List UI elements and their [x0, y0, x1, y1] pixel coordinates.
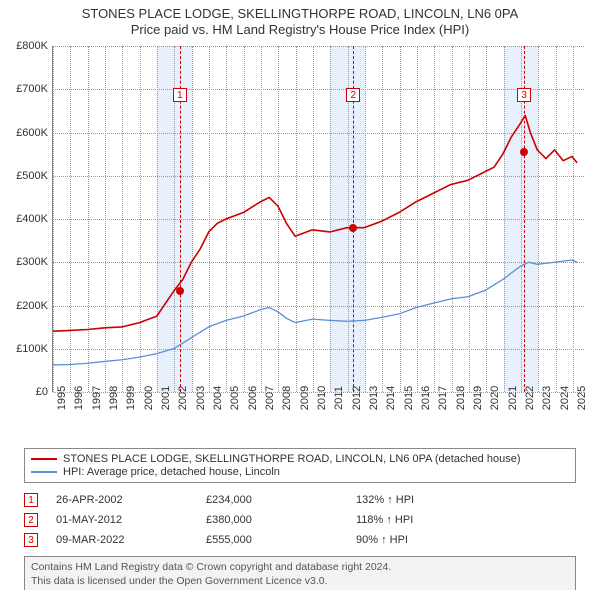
x-tick-label: 1997: [91, 386, 103, 410]
x-tick-label: 2008: [281, 386, 293, 410]
y-tick-label: £600K: [0, 127, 48, 139]
sale-marker-dot: [349, 224, 357, 232]
x-tick-label: 2025: [576, 386, 588, 410]
y-tick-label: £400K: [0, 213, 48, 225]
x-tick-label: 2021: [507, 386, 519, 410]
sales-row-marker: 1: [24, 493, 38, 507]
legend-label: HPI: Average price, detached house, Linc…: [63, 466, 280, 478]
x-tick-label: 2022: [524, 386, 536, 410]
y-tick-label: £700K: [0, 83, 48, 95]
y-tick-label: £200K: [0, 300, 48, 312]
legend-item: STONES PLACE LODGE, SKELLINGTHORPE ROAD,…: [31, 453, 569, 465]
sales-date: 09-MAR-2022: [56, 534, 206, 546]
y-tick-label: £500K: [0, 170, 48, 182]
sale-marker-dot: [176, 287, 184, 295]
x-tick-label: 2010: [316, 386, 328, 410]
legend-swatch: [31, 458, 57, 460]
y-tick-label: £100K: [0, 343, 48, 355]
x-tick-label: 2001: [160, 386, 172, 410]
x-tick-label: 2003: [195, 386, 207, 410]
x-tick-label: 1995: [56, 386, 68, 410]
footer-line1: Contains HM Land Registry data © Crown c…: [31, 561, 569, 575]
x-tick-label: 1998: [108, 386, 120, 410]
x-tick-label: 2019: [472, 386, 484, 410]
x-tick-label: 2015: [403, 386, 415, 410]
x-tick-label: 2014: [385, 386, 397, 410]
x-tick-label: 2011: [333, 386, 345, 410]
figure-root: STONES PLACE LODGE, SKELLINGTHORPE ROAD,…: [0, 0, 600, 590]
sales-price: £234,000: [206, 494, 356, 506]
sales-price: £380,000: [206, 514, 356, 526]
x-tick-label: 2004: [212, 386, 224, 410]
sales-row: 3 09-MAR-2022£555,00090% ↑ HPI: [24, 530, 576, 550]
x-tick-label: 2013: [368, 386, 380, 410]
series-line: [53, 115, 577, 331]
legend-item: HPI: Average price, detached house, Linc…: [31, 466, 569, 478]
sales-date: 26-APR-2002: [56, 494, 206, 506]
x-tick-label: 2000: [143, 386, 155, 410]
sales-row-marker: 3: [24, 533, 38, 547]
title-block: STONES PLACE LODGE, SKELLINGTHORPE ROAD,…: [0, 0, 600, 39]
x-tick-label: 2007: [264, 386, 276, 410]
x-tick-label: 2006: [247, 386, 259, 410]
x-tick-label: 2024: [559, 386, 571, 410]
legend: STONES PLACE LODGE, SKELLINGTHORPE ROAD,…: [24, 448, 576, 483]
sales-row-marker: 2: [24, 513, 38, 527]
x-tick-label: 2002: [177, 386, 189, 410]
x-tick-label: 2016: [420, 386, 432, 410]
sale-marker-dot: [520, 148, 528, 156]
legend-swatch: [31, 471, 57, 473]
x-tick-label: 2017: [437, 386, 449, 410]
y-tick-label: £0: [0, 386, 48, 398]
sales-ratio: 118% ↑ HPI: [356, 514, 506, 526]
x-tick-label: 2020: [489, 386, 501, 410]
x-tick-label: 2018: [455, 386, 467, 410]
chart-svg: [53, 46, 584, 392]
sales-ratio: 132% ↑ HPI: [356, 494, 506, 506]
plot-area: 1 2 3: [52, 46, 584, 392]
series-line: [53, 260, 577, 365]
title-address: STONES PLACE LODGE, SKELLINGTHORPE ROAD,…: [0, 6, 600, 22]
sales-row: 2 01-MAY-2012£380,000118% ↑ HPI: [24, 510, 576, 530]
title-subtitle: Price paid vs. HM Land Registry's House …: [0, 22, 600, 38]
attribution-footer: Contains HM Land Registry data © Crown c…: [24, 556, 576, 590]
sales-table: 1 26-APR-2002£234,000132% ↑ HPI 2 01-MAY-20…: [24, 490, 576, 550]
x-tick-label: 1999: [125, 386, 137, 410]
sale-marker-box: 3: [517, 88, 531, 102]
x-tick-label: 2012: [351, 386, 363, 410]
sale-marker-box: 2: [346, 88, 360, 102]
x-tick-label: 2009: [299, 386, 311, 410]
sales-date: 01-MAY-2012: [56, 514, 206, 526]
sale-marker-box: 1: [173, 88, 187, 102]
sales-price: £555,000: [206, 534, 356, 546]
y-tick-label: £800K: [0, 40, 48, 52]
sales-row: 1 26-APR-2002£234,000132% ↑ HPI: [24, 490, 576, 510]
sales-ratio: 90% ↑ HPI: [356, 534, 506, 546]
x-tick-label: 2005: [229, 386, 241, 410]
legend-label: STONES PLACE LODGE, SKELLINGTHORPE ROAD,…: [63, 453, 521, 465]
x-tick-label: 1996: [73, 386, 85, 410]
y-tick-label: £300K: [0, 256, 48, 268]
chart-wrap: £0 £100K £200K £300K £400K £500K £600K £700K £80…: [0, 42, 600, 442]
x-tick-label: 2023: [541, 386, 553, 410]
footer-line2: This data is licensed under the Open Gov…: [31, 575, 569, 589]
